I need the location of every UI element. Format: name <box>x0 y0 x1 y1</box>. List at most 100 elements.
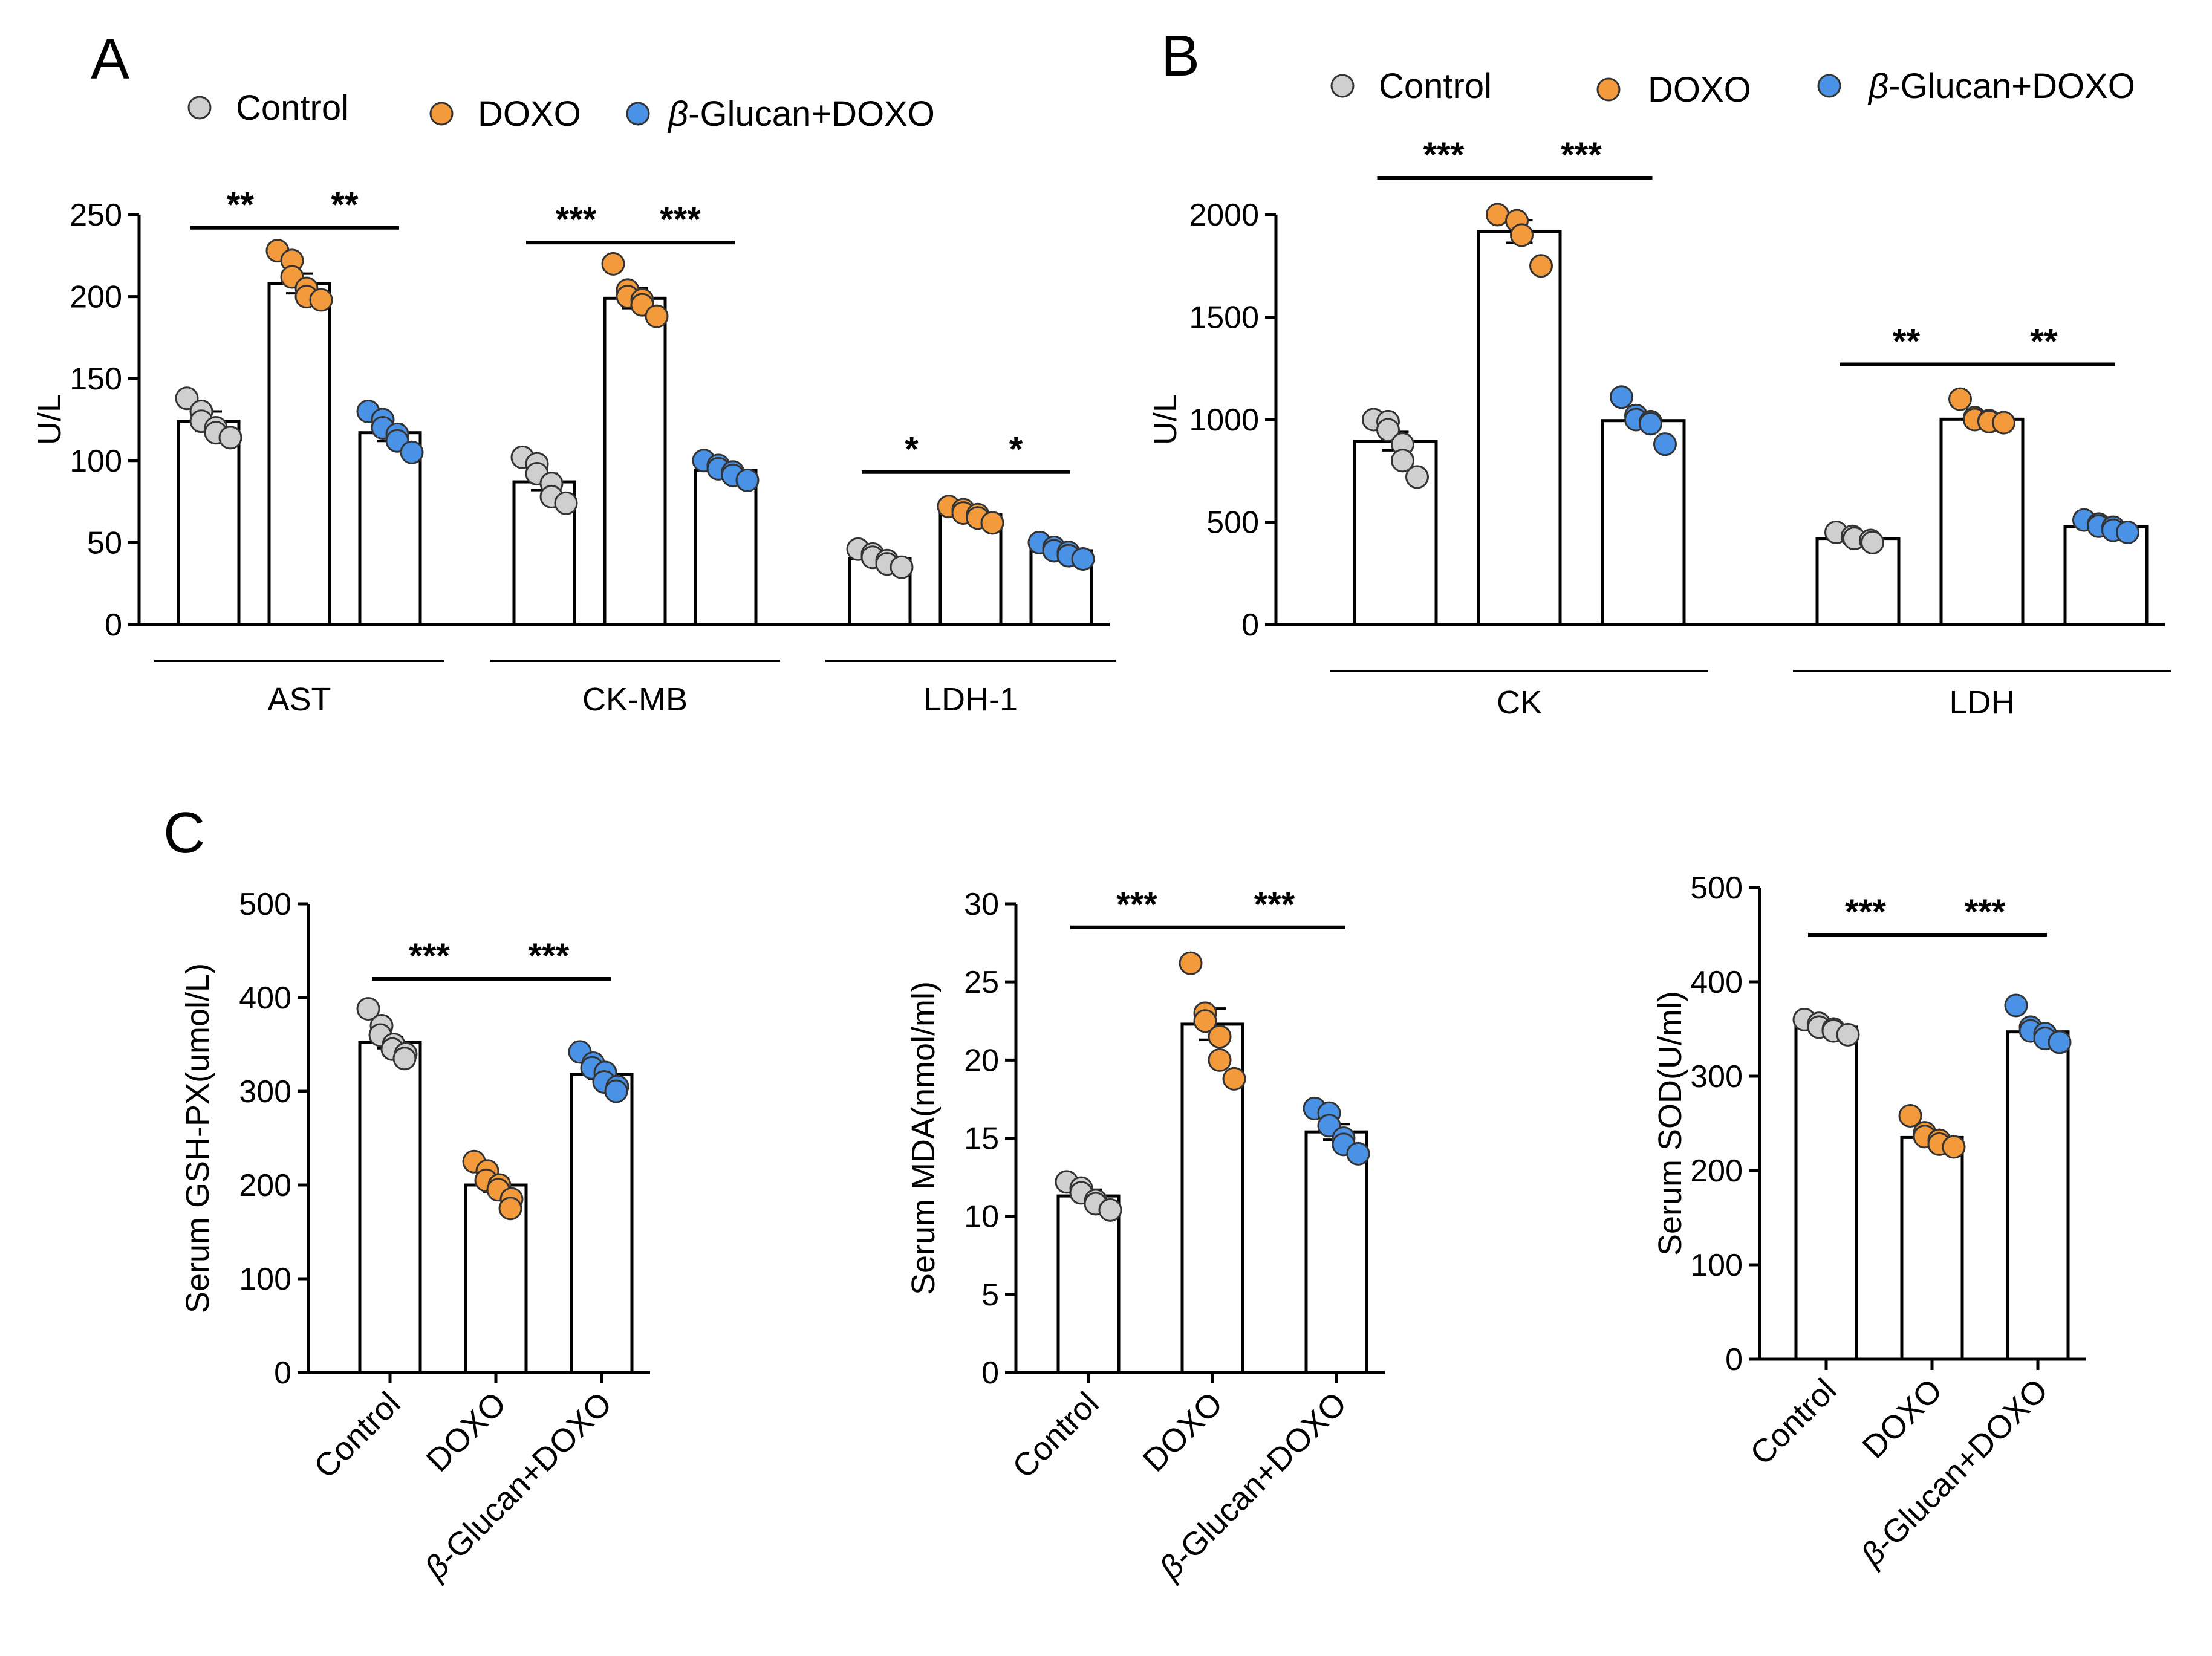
bar-4-control <box>1794 1025 1858 1361</box>
legend-a-glucan-beta: β <box>667 94 688 134</box>
sig-label-0-2-0: * <box>905 430 919 469</box>
point-0-0-control-5 <box>218 426 242 450</box>
sig-label-3-1: *** <box>1254 885 1295 924</box>
point-1-0-glucan-0 <box>1610 385 1633 409</box>
y-tick-label-3-1: 5 <box>981 1278 999 1313</box>
y-tick-label-2-3: 300 <box>239 1074 291 1109</box>
x-tick-label-2-1: DOXO <box>420 1385 513 1479</box>
point-4-doxo-5 <box>1942 1135 1966 1159</box>
bar-0-1-doxo <box>603 296 667 626</box>
point-0-2-control-5 <box>890 555 914 579</box>
x-tick-label-3-0: Control <box>1006 1385 1106 1486</box>
y-tick-label-3-0: 0 <box>981 1356 999 1391</box>
point-0-1-control-5 <box>554 491 578 515</box>
y-axis-label-1: U/L <box>1147 394 1183 445</box>
bar-0-0-doxo <box>267 282 331 626</box>
sig-label-0-1-0: *** <box>556 200 597 239</box>
point-4-glucan-0 <box>2004 993 2028 1018</box>
point-0-1-glucan-5 <box>735 468 760 492</box>
x-tick-label-4-2: β-Glucan+DOXO <box>1853 1372 2055 1574</box>
y-tick-label-3-6: 30 <box>964 887 999 922</box>
bar-1-1-doxo <box>1939 417 2025 626</box>
y-tick-label-1-3: 1500 <box>1189 300 1259 336</box>
group-label-1-1: LDH <box>1949 684 2014 721</box>
point-1-0-glucan-5 <box>1653 432 1677 456</box>
point-2-glucan-6 <box>604 1079 628 1103</box>
bar-3-control <box>1056 1194 1121 1374</box>
y-tick-label-1-1: 500 <box>1206 505 1259 541</box>
group-label-0-1: CK-MB <box>582 681 688 718</box>
legend-b-doxo-swatch <box>1596 77 1621 102</box>
y-axis-label-3: Serum MDA(nmol/ml) <box>905 981 942 1295</box>
x-tick-label-2-0: Control <box>307 1385 408 1486</box>
y-tick-label-3-3: 15 <box>964 1122 999 1157</box>
legend-b-glucan-text: -Glucan+DOXO <box>1888 67 2135 106</box>
y-axis-label-2: Serum GSH-PX(umol/L) <box>180 963 216 1313</box>
point-4-control-5 <box>1836 1022 1860 1047</box>
legend-a-glucan-text: -Glucan+DOXO <box>688 94 935 134</box>
y-tick-label-0-3: 150 <box>70 362 122 397</box>
y-tick-label-3-2: 10 <box>964 1200 999 1235</box>
x-tick-label-3-1: DOXO <box>1136 1385 1230 1479</box>
legend-b-glucan-label: β-Glucan+DOXO <box>1867 67 2135 106</box>
point-3-doxo-0 <box>1179 951 1203 975</box>
y-tick-label-2-5: 500 <box>239 887 291 922</box>
point-1-0-control-5 <box>1405 465 1429 489</box>
legend-a-glucan-label: β-Glucan+DOXO <box>667 94 935 134</box>
point-3-doxo-3 <box>1208 1025 1232 1049</box>
plots-layer: ** **AST*** ***CK-MB* *LDH-1050100150200250… <box>31 135 2171 1587</box>
y-tick-label-1-0: 0 <box>1241 608 1259 643</box>
legend-a-doxo-label: DOXO <box>478 94 581 134</box>
x-tick-label-4-0: Control <box>1743 1372 1844 1472</box>
y-axis-label-4: Serum SOD(U/ml) <box>1652 991 1688 1256</box>
y-tick-label-4-2: 200 <box>1690 1154 1743 1189</box>
bar-0-1-glucan <box>694 469 758 626</box>
point-1-1-control-4 <box>1861 530 1884 554</box>
bar-0-0-glucan <box>358 431 422 626</box>
point-1-1-doxo-5 <box>1992 411 2015 435</box>
sig-label-1-1-1: ** <box>2030 322 2058 361</box>
point-1-0-control-4 <box>1391 449 1414 473</box>
y-tick-label-0-4: 200 <box>70 280 122 315</box>
y-tick-label-2-0: 0 <box>274 1356 291 1391</box>
legend-b-glucan-beta: β <box>1867 67 1888 106</box>
sig-label-4-0: *** <box>1845 892 1886 932</box>
y-tick-label-0-0: 0 <box>105 608 122 643</box>
point-2-doxo-6 <box>498 1197 522 1221</box>
y-tick-label-2-1: 100 <box>239 1262 291 1297</box>
sig-label-0-0-1: ** <box>331 186 359 225</box>
panel-letter-c: C <box>163 800 205 865</box>
y-tick-label-3-5: 25 <box>964 965 999 1000</box>
point-4-glucan-5 <box>2048 1030 2072 1054</box>
y-tick-label-4-3: 300 <box>1690 1059 1743 1094</box>
panel-letter-b: B <box>1161 24 1200 88</box>
y-tick-label-3-4: 20 <box>964 1043 999 1078</box>
y-tick-label-0-5: 250 <box>70 198 122 233</box>
legend-a-doxo-swatch <box>429 102 454 126</box>
sig-label-2-0: *** <box>409 937 450 976</box>
point-0-1-doxo-5 <box>645 304 669 328</box>
point-3-doxo-4 <box>1208 1048 1232 1072</box>
point-3-glucan-5 <box>1346 1141 1370 1166</box>
bar-4-doxo <box>1900 1135 1964 1361</box>
y-tick-label-2-4: 400 <box>239 981 291 1016</box>
point-3-doxo-2 <box>1193 1009 1217 1033</box>
point-0-1-doxo-0 <box>601 252 625 276</box>
group-label-0-0: AST <box>267 681 331 718</box>
bar-2-control <box>358 1041 422 1374</box>
point-1-1-glucan-5 <box>2116 520 2139 544</box>
legend-a-glucan-swatch <box>626 102 650 126</box>
bar-4-glucan <box>2006 1030 2070 1361</box>
x-tick-label-2-2: β-Glucan+DOXO <box>417 1385 619 1587</box>
bar-0-0-control <box>177 420 241 626</box>
y-tick-label-1-2: 1000 <box>1189 403 1259 438</box>
y-tick-label-0-1: 50 <box>87 525 122 560</box>
point-1-0-doxo-0 <box>1486 203 1509 227</box>
point-1-0-glucan-4 <box>1639 412 1662 436</box>
point-3-control-5 <box>1098 1198 1122 1222</box>
y-tick-label-4-0: 0 <box>1725 1342 1743 1377</box>
bar-1-1-control <box>1815 537 1901 626</box>
sig-label-1-0-1: *** <box>1561 135 1602 175</box>
point-1-0-doxo-3 <box>1529 254 1553 278</box>
point-0-0-glucan-5 <box>400 440 424 464</box>
